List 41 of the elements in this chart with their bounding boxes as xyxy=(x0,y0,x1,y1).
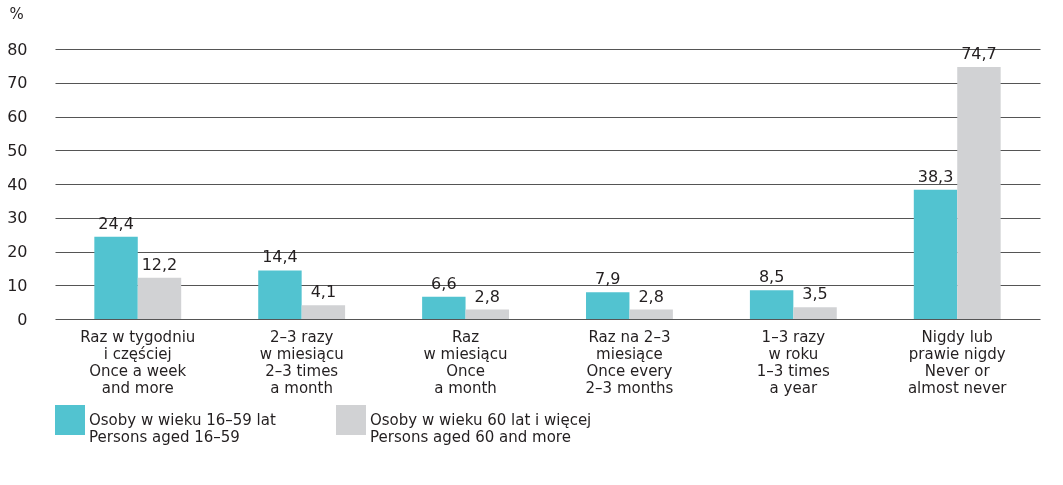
y-tick-label: 80 xyxy=(7,39,28,59)
data-label: 38,3 xyxy=(917,166,954,186)
bar xyxy=(749,290,794,319)
bar xyxy=(586,292,630,319)
data-label: 2,8 xyxy=(474,286,500,306)
legend-label: Osoby w wieku 60 lat i więcej Persons aged 60 and more xyxy=(370,411,592,446)
y-tick-label: 70 xyxy=(7,73,28,93)
data-label: 12,2 xyxy=(141,254,178,274)
bar xyxy=(629,309,673,319)
data-label: 4,1 xyxy=(310,282,337,302)
bar xyxy=(422,296,466,319)
data-label: 2,8 xyxy=(638,286,664,306)
x-tick-label: Raz w tygodniu i częściej Once a week and more xyxy=(80,327,196,397)
y-tick-label: 0 xyxy=(17,309,28,329)
y-tick-label: 10 xyxy=(7,275,28,295)
data-label: 3,5 xyxy=(802,284,828,304)
bar xyxy=(258,270,302,319)
bar xyxy=(137,277,182,319)
x-tick-label: Nigdy lub prawie nigdy Never or almost never xyxy=(907,327,1008,397)
x-tick-label: 2–3 razy w miesiącu 2–3 times a month xyxy=(259,327,344,397)
bar xyxy=(793,307,837,319)
y-tick-label: 60 xyxy=(7,107,28,126)
bar xyxy=(301,305,346,319)
y-tick-label: 20 xyxy=(7,242,28,261)
legend-label: Osoby w wieku 16–59 lat Persons aged 16–59 xyxy=(89,411,276,446)
bar xyxy=(94,236,138,319)
data-label: 14,4 xyxy=(262,247,298,267)
bar xyxy=(913,189,958,319)
data-label: 7,9 xyxy=(595,269,621,289)
bar xyxy=(465,309,509,319)
x-tick-label: 1–3 razy w roku 1–3 times a year xyxy=(756,327,831,397)
x-tick-label: Raz na 2–3 miesiące Once every 2–3 months xyxy=(585,327,674,397)
y-tick-label: 50 xyxy=(7,140,28,160)
data-label: 24,4 xyxy=(98,213,134,233)
y-tick-label: 40 xyxy=(7,174,28,194)
x-tick-label: Raz w miesiącu Once a month xyxy=(423,327,508,397)
bar xyxy=(957,66,1001,319)
data-label: 8,5 xyxy=(758,267,785,287)
y-tick-label: 30 xyxy=(7,208,28,228)
data-label: 74,7 xyxy=(961,43,997,63)
y-axis-title: % xyxy=(9,4,24,23)
